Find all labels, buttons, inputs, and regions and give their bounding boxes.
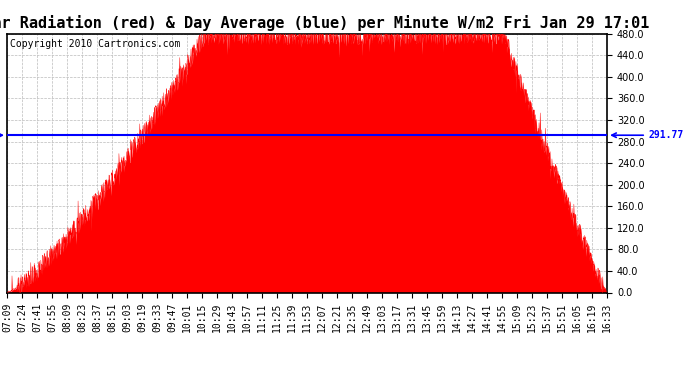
- Title: Solar Radiation (red) & Day Average (blue) per Minute W/m2 Fri Jan 29 17:01: Solar Radiation (red) & Day Average (blu…: [0, 15, 649, 31]
- Text: 291.77: 291.77: [0, 130, 2, 140]
- Text: Copyright 2010 Cartronics.com: Copyright 2010 Cartronics.com: [10, 39, 180, 49]
- Text: 291.77: 291.77: [612, 130, 684, 140]
